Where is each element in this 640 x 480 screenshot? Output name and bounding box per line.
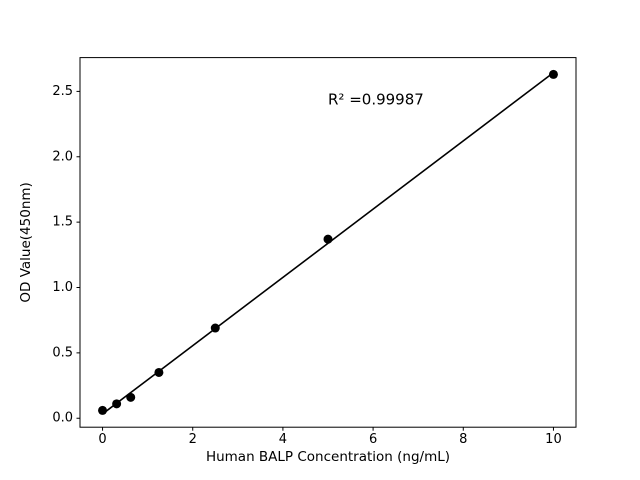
x-tick-label: 4 bbox=[279, 432, 287, 447]
data-point bbox=[112, 399, 122, 409]
x-tick-label: 2 bbox=[189, 432, 197, 447]
y-axis-label: OD Value(450nm) bbox=[18, 182, 34, 302]
y-tick-label: 0.5 bbox=[52, 345, 73, 360]
x-tick-label: 10 bbox=[545, 432, 562, 447]
y-tick-label: 1.5 bbox=[52, 215, 73, 230]
y-tick-label: 2.5 bbox=[52, 84, 73, 99]
data-point bbox=[126, 392, 136, 402]
data-point bbox=[323, 234, 333, 244]
data-point bbox=[154, 367, 164, 377]
x-tick-label: 8 bbox=[459, 432, 467, 447]
data-point bbox=[210, 323, 220, 333]
y-tick-label: 0.0 bbox=[52, 411, 73, 426]
y-tick-label: 2.0 bbox=[52, 149, 73, 164]
data-point bbox=[548, 69, 558, 79]
data-point bbox=[98, 405, 108, 415]
r-squared-annotation: R² =0.99987 bbox=[328, 90, 424, 108]
y-tick-label: 1.0 bbox=[52, 280, 73, 295]
x-tick-label: 0 bbox=[98, 432, 106, 447]
x-tick-label: 6 bbox=[369, 432, 377, 447]
x-axis-label: Human BALP Concentration (ng/mL) bbox=[206, 449, 450, 465]
